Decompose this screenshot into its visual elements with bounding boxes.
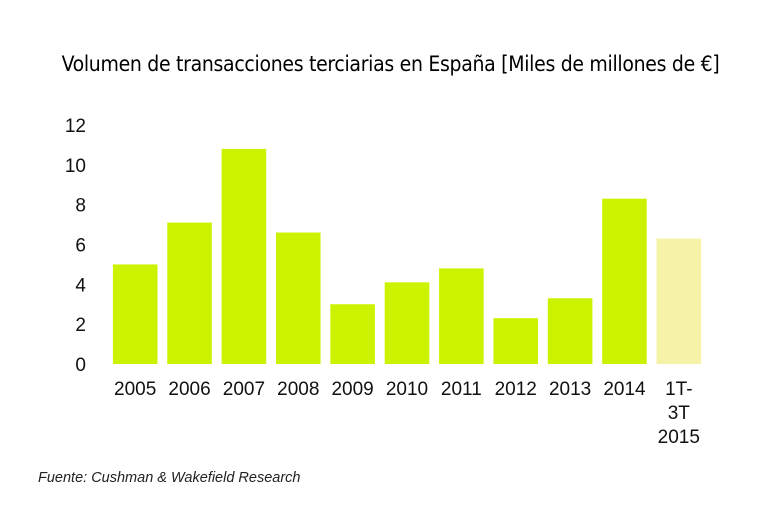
y-tick-label: 10 bbox=[65, 156, 86, 177]
x-tick-label: 2008 bbox=[277, 379, 319, 400]
y-tick-label: 4 bbox=[75, 275, 86, 296]
bar-2014 bbox=[602, 198, 647, 364]
chart-title: Volumen de transacciones terciarias en E… bbox=[61, 52, 720, 76]
bar-2007 bbox=[221, 148, 267, 364]
y-axis: 0 2 4 6 8 10 12 bbox=[65, 116, 87, 376]
bar-2012 bbox=[493, 318, 539, 364]
bar-2008 bbox=[275, 232, 321, 364]
y-tick-label: 8 bbox=[75, 196, 86, 217]
x-tick-label: 2014 bbox=[603, 379, 646, 400]
x-tick-label: 2006 bbox=[168, 379, 210, 400]
x-tick-label: 2013 bbox=[549, 379, 591, 400]
x-axis: 2005 2006 2007 2008 2009 2010 2011 2012 2013 2014… bbox=[114, 379, 700, 448]
source-note: Fuente: Cushman & Wakefield Research bbox=[38, 470, 301, 486]
x-tick-label: 2009 bbox=[331, 379, 373, 400]
bar-2005 bbox=[112, 264, 158, 364]
bars bbox=[112, 148, 702, 364]
y-tick-label: 12 bbox=[65, 116, 86, 137]
x-tick-label: 2010 bbox=[386, 379, 428, 400]
x-tick-label: 2012 bbox=[495, 379, 537, 400]
bar-2006 bbox=[167, 222, 212, 364]
y-tick-label: 6 bbox=[75, 236, 86, 257]
bar-1t-3t-2015 bbox=[656, 238, 702, 364]
x-tick-label: 2011 bbox=[441, 379, 482, 400]
x-tick-label: 1T-3T 2015 bbox=[658, 379, 700, 448]
y-tick-label: 2 bbox=[75, 315, 86, 336]
bar-2013 bbox=[547, 298, 593, 364]
bar-2011 bbox=[439, 268, 484, 364]
x-tick-label: 2007 bbox=[223, 379, 265, 400]
x-tick-label: 2005 bbox=[114, 379, 156, 400]
y-tick-label: 0 bbox=[75, 355, 86, 376]
bar-2010 bbox=[384, 282, 430, 364]
bar-2009 bbox=[330, 304, 375, 364]
